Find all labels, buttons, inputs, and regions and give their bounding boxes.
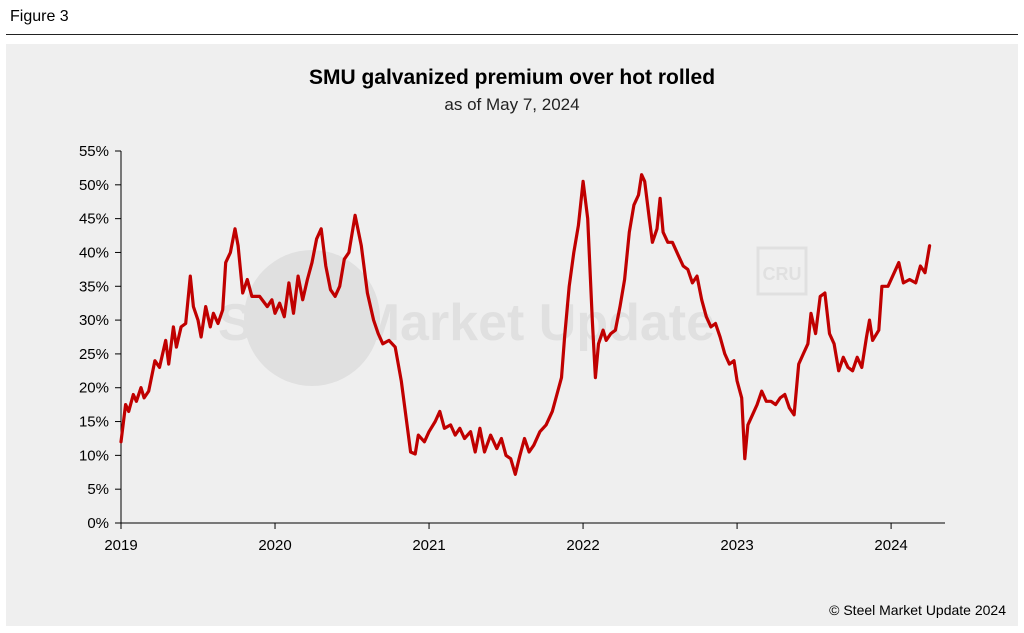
y-tick-label: 40% — [79, 244, 109, 261]
x-tick-label: 2019 — [104, 537, 137, 554]
y-tick-label: 20% — [79, 380, 109, 397]
watermark-logo-box — [756, 246, 808, 296]
x-tick-label: 2024 — [874, 537, 907, 554]
figure-label: Figure 3 — [10, 8, 69, 25]
y-tick-label: 35% — [79, 278, 109, 295]
y-tick-label: 50% — [79, 177, 109, 194]
x-tick-label: 2023 — [720, 537, 753, 554]
y-tick-label: 15% — [79, 414, 109, 431]
watermark: Steel Market Update CRU — [218, 246, 808, 386]
copyright-note: © Steel Market Update 2024 — [829, 602, 1006, 618]
y-tick-label: 0% — [87, 515, 109, 532]
y-tick-label: 45% — [79, 211, 109, 228]
watermark-globe-icon — [244, 250, 380, 386]
y-tick-label: 5% — [87, 481, 109, 498]
y-tick-label: 30% — [79, 312, 109, 329]
y-tick-label: 10% — [79, 447, 109, 464]
header-rule — [6, 34, 1018, 35]
x-tick-label: 2021 — [412, 537, 445, 554]
series-line — [119, 173, 932, 476]
y-axis: 0% 5% 10% 15% 20% 25% 30% 35% 40% 45% 50% 55% — [79, 143, 122, 532]
series-layer — [119, 173, 932, 476]
x-tick-label: 2020 — [258, 537, 291, 554]
watermark-logo-text: CRU — [763, 264, 802, 284]
x-tick-label: 2022 — [566, 537, 599, 554]
figure-header: Figure 3 — [0, 0, 1024, 35]
chart-title: SMU galvanized premium over hot rolled — [308, 66, 716, 89]
y-tick-label: 55% — [79, 143, 109, 160]
x-axis: 2019 2020 2021 2022 2023 2024 — [104, 522, 945, 554]
y-tick-label: 25% — [79, 346, 109, 363]
watermark-text: Steel Market Update — [218, 294, 715, 352]
chart-subtitle: as of May 7, 2024 — [444, 95, 580, 114]
